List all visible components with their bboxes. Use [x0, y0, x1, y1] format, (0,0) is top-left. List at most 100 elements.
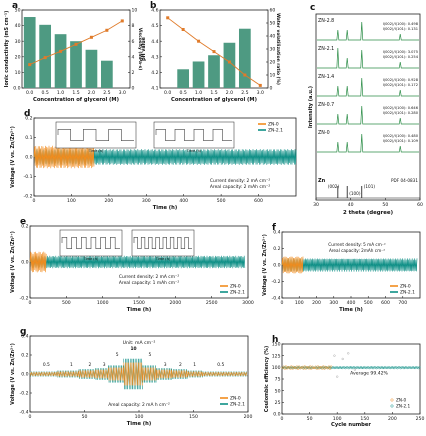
y-tick-label: -0.2	[20, 391, 29, 397]
ce-point-zn-2-1	[370, 366, 374, 369]
y-tick-label: 150	[272, 342, 281, 348]
ce-point-zn-2-1	[290, 366, 293, 369]
inset-x-label: Time (h)	[186, 149, 202, 153]
bar	[70, 41, 82, 88]
y2-tick-label: 40	[270, 34, 276, 40]
ref-peak-label: (100)	[349, 191, 361, 196]
y-tick-label: 0.2	[25, 116, 32, 122]
legend-label: ZN-0	[230, 284, 241, 290]
y-tick-label: 4.3	[151, 54, 158, 60]
x-category-label: 2.0	[88, 90, 95, 96]
panel-f: f 0 100 200 300 400 500 600 700 -0.4 -0.2 0.0 0.2 0.4…	[262, 223, 421, 313]
y-tick-label: 4.5	[151, 23, 158, 29]
y-tick-label: 30	[15, 39, 21, 45]
viscosity-marker	[105, 28, 109, 32]
ce-point-zn-2-1	[390, 366, 393, 369]
rate-label: 3	[103, 362, 106, 368]
y-tick-label: 0.1	[25, 135, 32, 141]
legend-label: ZN-2.1	[268, 128, 283, 134]
y-tick-label: -0.4	[20, 410, 29, 416]
x-axis-label: Concentration of glycerol (M)	[171, 97, 257, 103]
y-tick-label: -0.1	[24, 174, 33, 180]
legend-label: ZN-2.1	[400, 290, 415, 296]
ce-point-zn-2-1	[402, 366, 406, 370]
y-tick-label: 4.1	[151, 86, 158, 92]
rate-label: 5	[116, 352, 119, 358]
legend-marker	[390, 398, 394, 402]
bar	[54, 34, 67, 88]
x-tick-label: 500	[62, 300, 71, 306]
panel-d: d 0 100 200 300 400 500 600 -0.2 -0.1 0.0 0.1 0.2 Tim…	[10, 109, 297, 211]
legend-label: ZN-2.1	[230, 402, 245, 408]
legend-label: ZN-0	[268, 122, 279, 128]
unit-note: Unit: mA cm⁻²	[123, 340, 156, 346]
y2-tick-label: 0	[270, 86, 273, 92]
inset-trace	[57, 128, 134, 142]
ref-pdf: PDF 04-0831	[391, 178, 418, 183]
x-tick-label: 50	[382, 202, 388, 208]
x-tick-label: 600	[381, 300, 390, 306]
x-tick-label: 300	[329, 300, 338, 306]
ce-point-zn-2-1	[351, 366, 354, 370]
legend-label: ZN-0	[400, 284, 411, 290]
volatilization-marker	[243, 73, 247, 77]
y2-tick-label: 20	[270, 60, 276, 66]
ce-point-zn-2-1	[348, 366, 351, 369]
bar	[23, 17, 36, 88]
ce-point-zn-0	[323, 367, 326, 370]
panel-b: b 4.1 4.2 4.3 4.4 4.5 4.6 pH value 0.0 0.5 1.0 1.5 2…	[141, 1, 281, 103]
y-tick-label: 0.0	[25, 155, 32, 161]
x-tick-label: 200	[104, 198, 113, 204]
x-category-label: 0.0	[164, 90, 171, 96]
bar	[85, 49, 98, 88]
ce-outlier	[333, 354, 336, 357]
ce-point-zn-2-1	[367, 366, 370, 369]
ce-point-zn-2-1	[409, 366, 412, 369]
y2-tick-label: 4	[132, 54, 135, 60]
x-tick-label: 100	[333, 416, 342, 422]
ce-point-zn-0	[307, 367, 311, 370]
ce-point-zn-2-1	[336, 366, 339, 369]
y2-tick-label: 60	[270, 8, 276, 14]
ce-point-zn-2-1	[388, 366, 391, 369]
x-tick-label: 2500	[206, 300, 218, 306]
legend-marker	[390, 404, 394, 408]
x-tick-label: 0	[33, 198, 36, 204]
x-category-label: 3.0	[119, 90, 126, 96]
x-category-label: 0.5	[179, 90, 186, 96]
ce-point-zn-2-1	[345, 366, 348, 369]
ce-point-zn-0	[309, 365, 312, 368]
volatilization-marker	[212, 50, 216, 54]
ce-point-zn-2-1	[400, 366, 403, 369]
y-axis-label: Ionic conductivity (mS cm⁻¹)	[4, 11, 10, 88]
y2-tick-label: 10	[132, 8, 138, 14]
panel-e: e 0 500 1000 1500 2000 2500 3000 -0.2 0.0 0.2 Time …	[10, 217, 254, 313]
x-category-label: 1.0	[57, 90, 64, 96]
x-tick-label: 100	[295, 300, 304, 306]
bar	[100, 60, 113, 88]
ce-point-zn-0	[289, 367, 292, 370]
ce-point-zn-0	[291, 367, 294, 370]
ce-point-zn-2-1	[282, 366, 285, 369]
ce-outlier	[336, 375, 339, 378]
x-tick-label: 600	[254, 198, 263, 204]
y2-tick-label: 8	[132, 23, 135, 29]
ce-point-zn-2-1	[391, 366, 395, 369]
y-tick-label: 0.2	[21, 224, 28, 230]
rate-label: 5	[149, 352, 152, 358]
inset-trace	[155, 128, 232, 142]
rate-label: 0.5	[43, 362, 50, 368]
series-name: ZN-0.7	[318, 102, 334, 108]
y-axis-label: pH value	[141, 36, 147, 61]
y-tick-label: -0.2	[24, 194, 33, 200]
y-tick-label: 125	[272, 353, 281, 359]
x-category-label: 1.5	[72, 90, 79, 96]
y-tick-label: 50	[275, 388, 281, 394]
ratio-label: I(002)/I(101): 0.254	[383, 55, 419, 59]
y-axis-label: Coulombic efficiency (%)	[264, 346, 270, 412]
x-category-label: 2.0	[226, 90, 233, 96]
ce-point-zn-0	[288, 366, 291, 369]
x-axis-label: Time (h)	[153, 205, 177, 211]
x-tick-label: 150	[360, 416, 369, 422]
